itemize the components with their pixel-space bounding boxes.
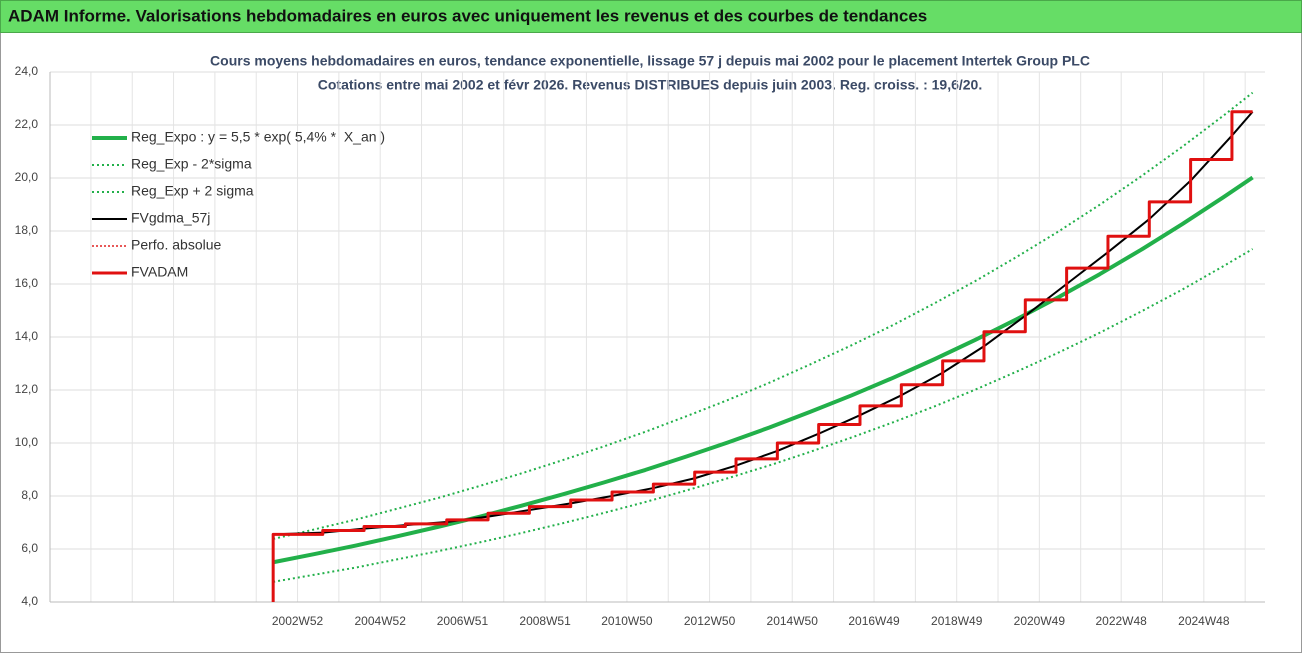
x-tick-label: 2018W49 [931, 614, 983, 628]
x-tick-label: 2022W48 [1095, 614, 1147, 628]
legend-label: Reg_Expo : y = 5,5 * exp( 5,4% * X_an ) [131, 129, 385, 145]
legend-label: FVADAM [131, 264, 188, 280]
chart-title: Cours moyens hebdomadaires en euros, ten… [210, 53, 1090, 69]
x-tick-label: 2012W50 [684, 614, 736, 628]
chart-subtitle: Cotations entre mai 2002 et févr 2026. R… [318, 77, 982, 93]
x-tick-label: 2004W52 [355, 614, 407, 628]
y-tick-label: 10,0 [15, 435, 39, 449]
legend-label: Reg_Exp - 2*sigma [131, 156, 252, 172]
series-line [272, 91, 1254, 540]
series-line [272, 175, 1254, 565]
y-tick-label: 16,0 [15, 276, 39, 290]
x-tick-label: 2016W49 [848, 614, 900, 628]
x-tick-label: 2006W51 [437, 614, 489, 628]
x-tick-label: 2020W49 [1014, 614, 1066, 628]
y-tick-label: 22,0 [15, 117, 39, 131]
series-line [272, 248, 1254, 583]
legend-label: Perfo. absolue [131, 237, 221, 253]
y-tick-label: 14,0 [15, 329, 39, 343]
y-tick-label: 24,0 [15, 64, 39, 78]
y-tick-label: 8,0 [21, 488, 38, 502]
header-bar [0, 0, 1302, 33]
x-tick-label: 2002W52 [272, 614, 324, 628]
y-tick-label: 18,0 [15, 223, 39, 237]
y-tick-label: 12,0 [15, 382, 39, 396]
y-tick-label: 4,0 [21, 594, 38, 608]
header-title: ADAM Informe. Valorisations hebdomadaire… [8, 6, 927, 25]
y-tick-label: 6,0 [21, 541, 38, 555]
y-tick-label: 20,0 [15, 170, 39, 184]
x-tick-label: 2024W48 [1178, 614, 1230, 628]
x-tick-label: 2010W50 [601, 614, 653, 628]
legend-label: FVgdma_57j [131, 210, 210, 226]
legend-label: Reg_Exp + 2 sigma [131, 183, 254, 199]
x-tick-label: 2014W50 [767, 614, 819, 628]
series-line [271, 110, 1253, 602]
x-tick-label: 2008W51 [519, 614, 571, 628]
